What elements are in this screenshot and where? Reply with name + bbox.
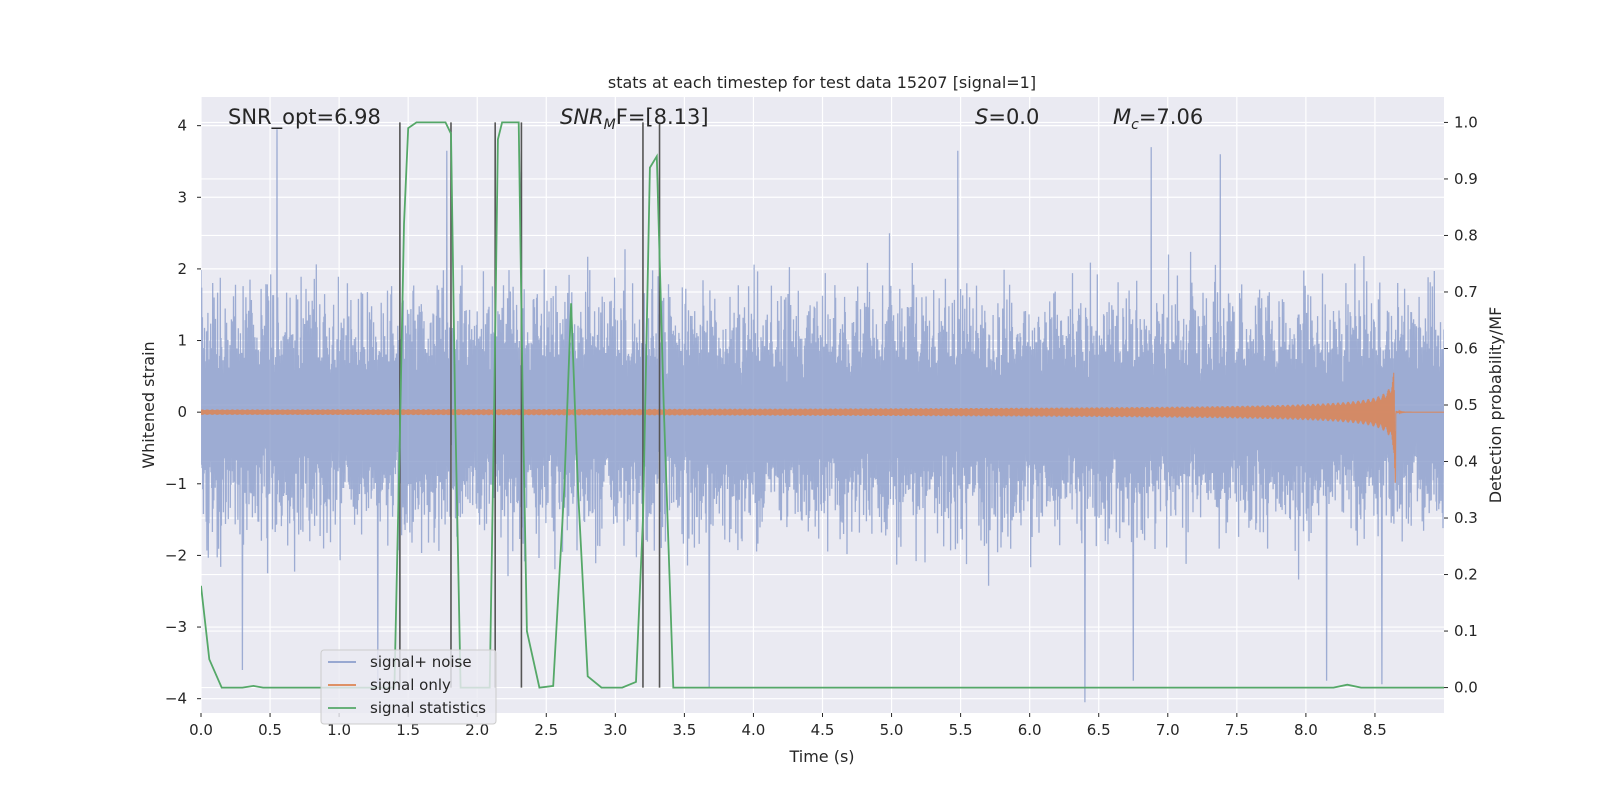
annotation-mc-main: M — [1113, 105, 1131, 129]
x-tick-label: 0.0 — [189, 721, 213, 739]
series-signal-only — [201, 372, 1444, 483]
x-tick-label: 3.0 — [603, 721, 627, 739]
y2-tick-label: 0.4 — [1454, 453, 1478, 471]
x-tick-label: 3.5 — [672, 721, 696, 739]
x-tick-label: 4.5 — [811, 721, 835, 739]
legend: signal+ noise signal only signal statist… — [320, 649, 497, 725]
annotation-mc-rest: =7.06 — [1139, 105, 1203, 129]
x-tick-label: 8.0 — [1294, 721, 1318, 739]
x-tick-label: 6.5 — [1087, 721, 1111, 739]
annotation-snr-mf: SNRMF=[8.13] — [560, 105, 709, 133]
legend-label-signal-statistics: signal statistics — [370, 699, 486, 717]
y-tick-label: 3 — [177, 188, 187, 206]
y2-tick-label: 0.0 — [1454, 679, 1478, 697]
y2-tick-label: 0.9 — [1454, 170, 1478, 188]
annotation-snr-mf-rest: F=[8.13] — [616, 105, 709, 129]
y-tick-label: −1 — [165, 475, 187, 493]
legend-label-signal-only: signal only — [370, 676, 451, 694]
annotation-mc-sub: c — [1131, 117, 1139, 133]
series-layer — [201, 121, 1444, 703]
y2-tick-label: 0.3 — [1454, 509, 1478, 527]
annotation-snr-mf-sub: M — [604, 117, 616, 133]
y-axis-ticks: 4 3 2 1 0 −1 −2 −3 −4 — [165, 117, 201, 708]
x-tick-label: 8.5 — [1363, 721, 1387, 739]
y-tick-label: −4 — [165, 690, 187, 708]
y-tick-label: 0 — [177, 403, 187, 421]
y-tick-label: 2 — [177, 260, 187, 278]
x-tick-label: 7.5 — [1225, 721, 1249, 739]
y-axis-label: Whitened strain — [139, 341, 158, 468]
x-axis-ticks: 0.0 0.5 1.0 1.5 2.0 2.5 3.0 3.5 4.0 4.5 5.0 5.5 6.0 6… — [189, 713, 1387, 739]
y-tick-label: 4 — [177, 117, 187, 135]
x-tick-label: 7.0 — [1156, 721, 1180, 739]
x-tick-label: 4.0 — [742, 721, 766, 739]
annotation-snr-opt: SNR_opt=6.98 — [228, 105, 381, 130]
legend-label-signal-noise: signal+ noise — [370, 653, 472, 671]
annotation-snr-mf-main: SNR — [560, 105, 604, 129]
series-signal-statistics — [201, 121, 1444, 689]
y2-tick-label: 0.5 — [1454, 396, 1478, 414]
series-signal-noise — [201, 129, 1444, 703]
annotation-mc: Mc=7.06 — [1113, 105, 1203, 133]
y-tick-label: 1 — [177, 332, 187, 350]
annotation-s-main: S — [975, 105, 988, 129]
y2-tick-label: 0.7 — [1454, 283, 1478, 301]
x-tick-label: 5.5 — [949, 721, 973, 739]
y-tick-label: −3 — [165, 618, 187, 636]
annotation-s: S=0.0 — [975, 105, 1039, 129]
y-tick-label: −2 — [165, 546, 187, 564]
x-tick-label: 6.0 — [1018, 721, 1042, 739]
y2-tick-label: 0.6 — [1454, 339, 1478, 357]
y2-tick-label: 0.8 — [1454, 226, 1478, 244]
x-tick-label: 2.5 — [534, 721, 558, 739]
y2-tick-label: 0.2 — [1454, 566, 1478, 584]
legend-box — [320, 649, 497, 725]
x-tick-label: 0.5 — [258, 721, 282, 739]
annotation-s-rest: =0.0 — [988, 105, 1039, 129]
y2-tick-label: 0.1 — [1454, 622, 1478, 640]
x-tick-label: 2.0 — [465, 721, 489, 739]
y2-axis-ticks: 1.0 0.9 0.8 0.7 0.6 0.5 0.4 0.3 0.2 0.1 0.0 — [1444, 113, 1478, 697]
x-tick-label: 1.5 — [396, 721, 420, 739]
x-tick-label: 5.0 — [880, 721, 904, 739]
y2-axis-label: Detection probability/MF — [1486, 307, 1505, 504]
y2-tick-label: 1.0 — [1454, 113, 1478, 131]
chart-title: stats at each timestep for test data 152… — [608, 73, 1036, 92]
x-axis-label: Time (s) — [788, 747, 854, 766]
x-tick-label: 1.0 — [327, 721, 351, 739]
